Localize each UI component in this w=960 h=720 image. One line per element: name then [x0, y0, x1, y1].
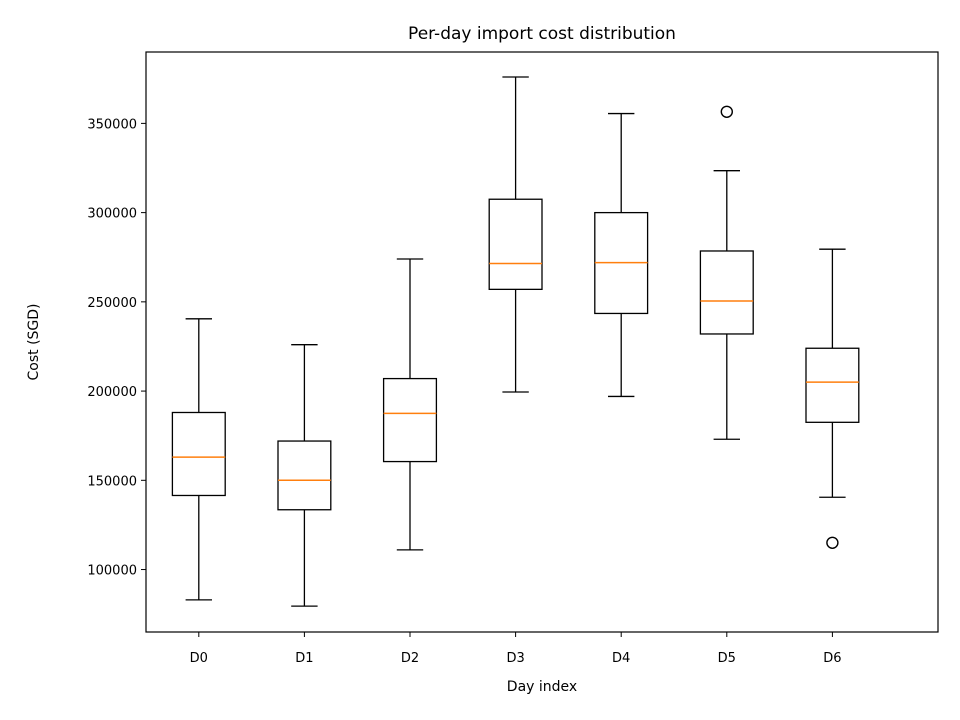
box-group-d6 — [805, 248, 860, 549]
x-tick-label: D2 — [401, 651, 419, 666]
x-tick-label: D0 — [190, 651, 208, 666]
y-axis-label: Cost (SGD) — [26, 303, 42, 380]
box-group-d0 — [171, 318, 226, 601]
y-tick-label: 150000 — [87, 474, 137, 489]
x-axis: D0 D1 D2 D3 D4 D5 D6 — [190, 632, 842, 666]
y-axis: 100000 150000 200000 250000 300000 350000 — [87, 117, 146, 579]
iqr-box — [171, 411, 226, 497]
box-group-d2 — [382, 258, 438, 551]
iqr-box — [699, 250, 754, 335]
y-tick-label: 300000 — [87, 207, 137, 222]
outlier-point — [826, 536, 839, 549]
chart-title: Per-day import cost distribution — [408, 24, 676, 44]
iqr-box — [805, 347, 860, 423]
x-tick-label: D4 — [612, 651, 630, 666]
box-group-d1 — [277, 344, 332, 607]
x-tick-label: D5 — [718, 651, 736, 666]
boxes-layer — [171, 76, 860, 607]
y-tick-label: 100000 — [87, 564, 137, 579]
y-tick-label: 250000 — [87, 296, 137, 311]
box-group-d5 — [699, 105, 754, 440]
iqr-box — [488, 198, 543, 291]
outlier-point — [720, 105, 733, 118]
y-tick-label: 350000 — [87, 117, 137, 132]
box-group-d4 — [594, 112, 649, 398]
box-group-d3 — [488, 76, 543, 393]
x-tick-label: D3 — [506, 651, 524, 666]
iqr-box — [382, 377, 438, 463]
x-tick-label: D1 — [295, 651, 313, 666]
x-tick-label: D6 — [823, 651, 841, 666]
plot-area-frame — [145, 51, 939, 633]
x-axis-label: Day index — [507, 679, 577, 695]
iqr-box — [277, 440, 332, 511]
y-tick-label: 200000 — [87, 385, 137, 400]
